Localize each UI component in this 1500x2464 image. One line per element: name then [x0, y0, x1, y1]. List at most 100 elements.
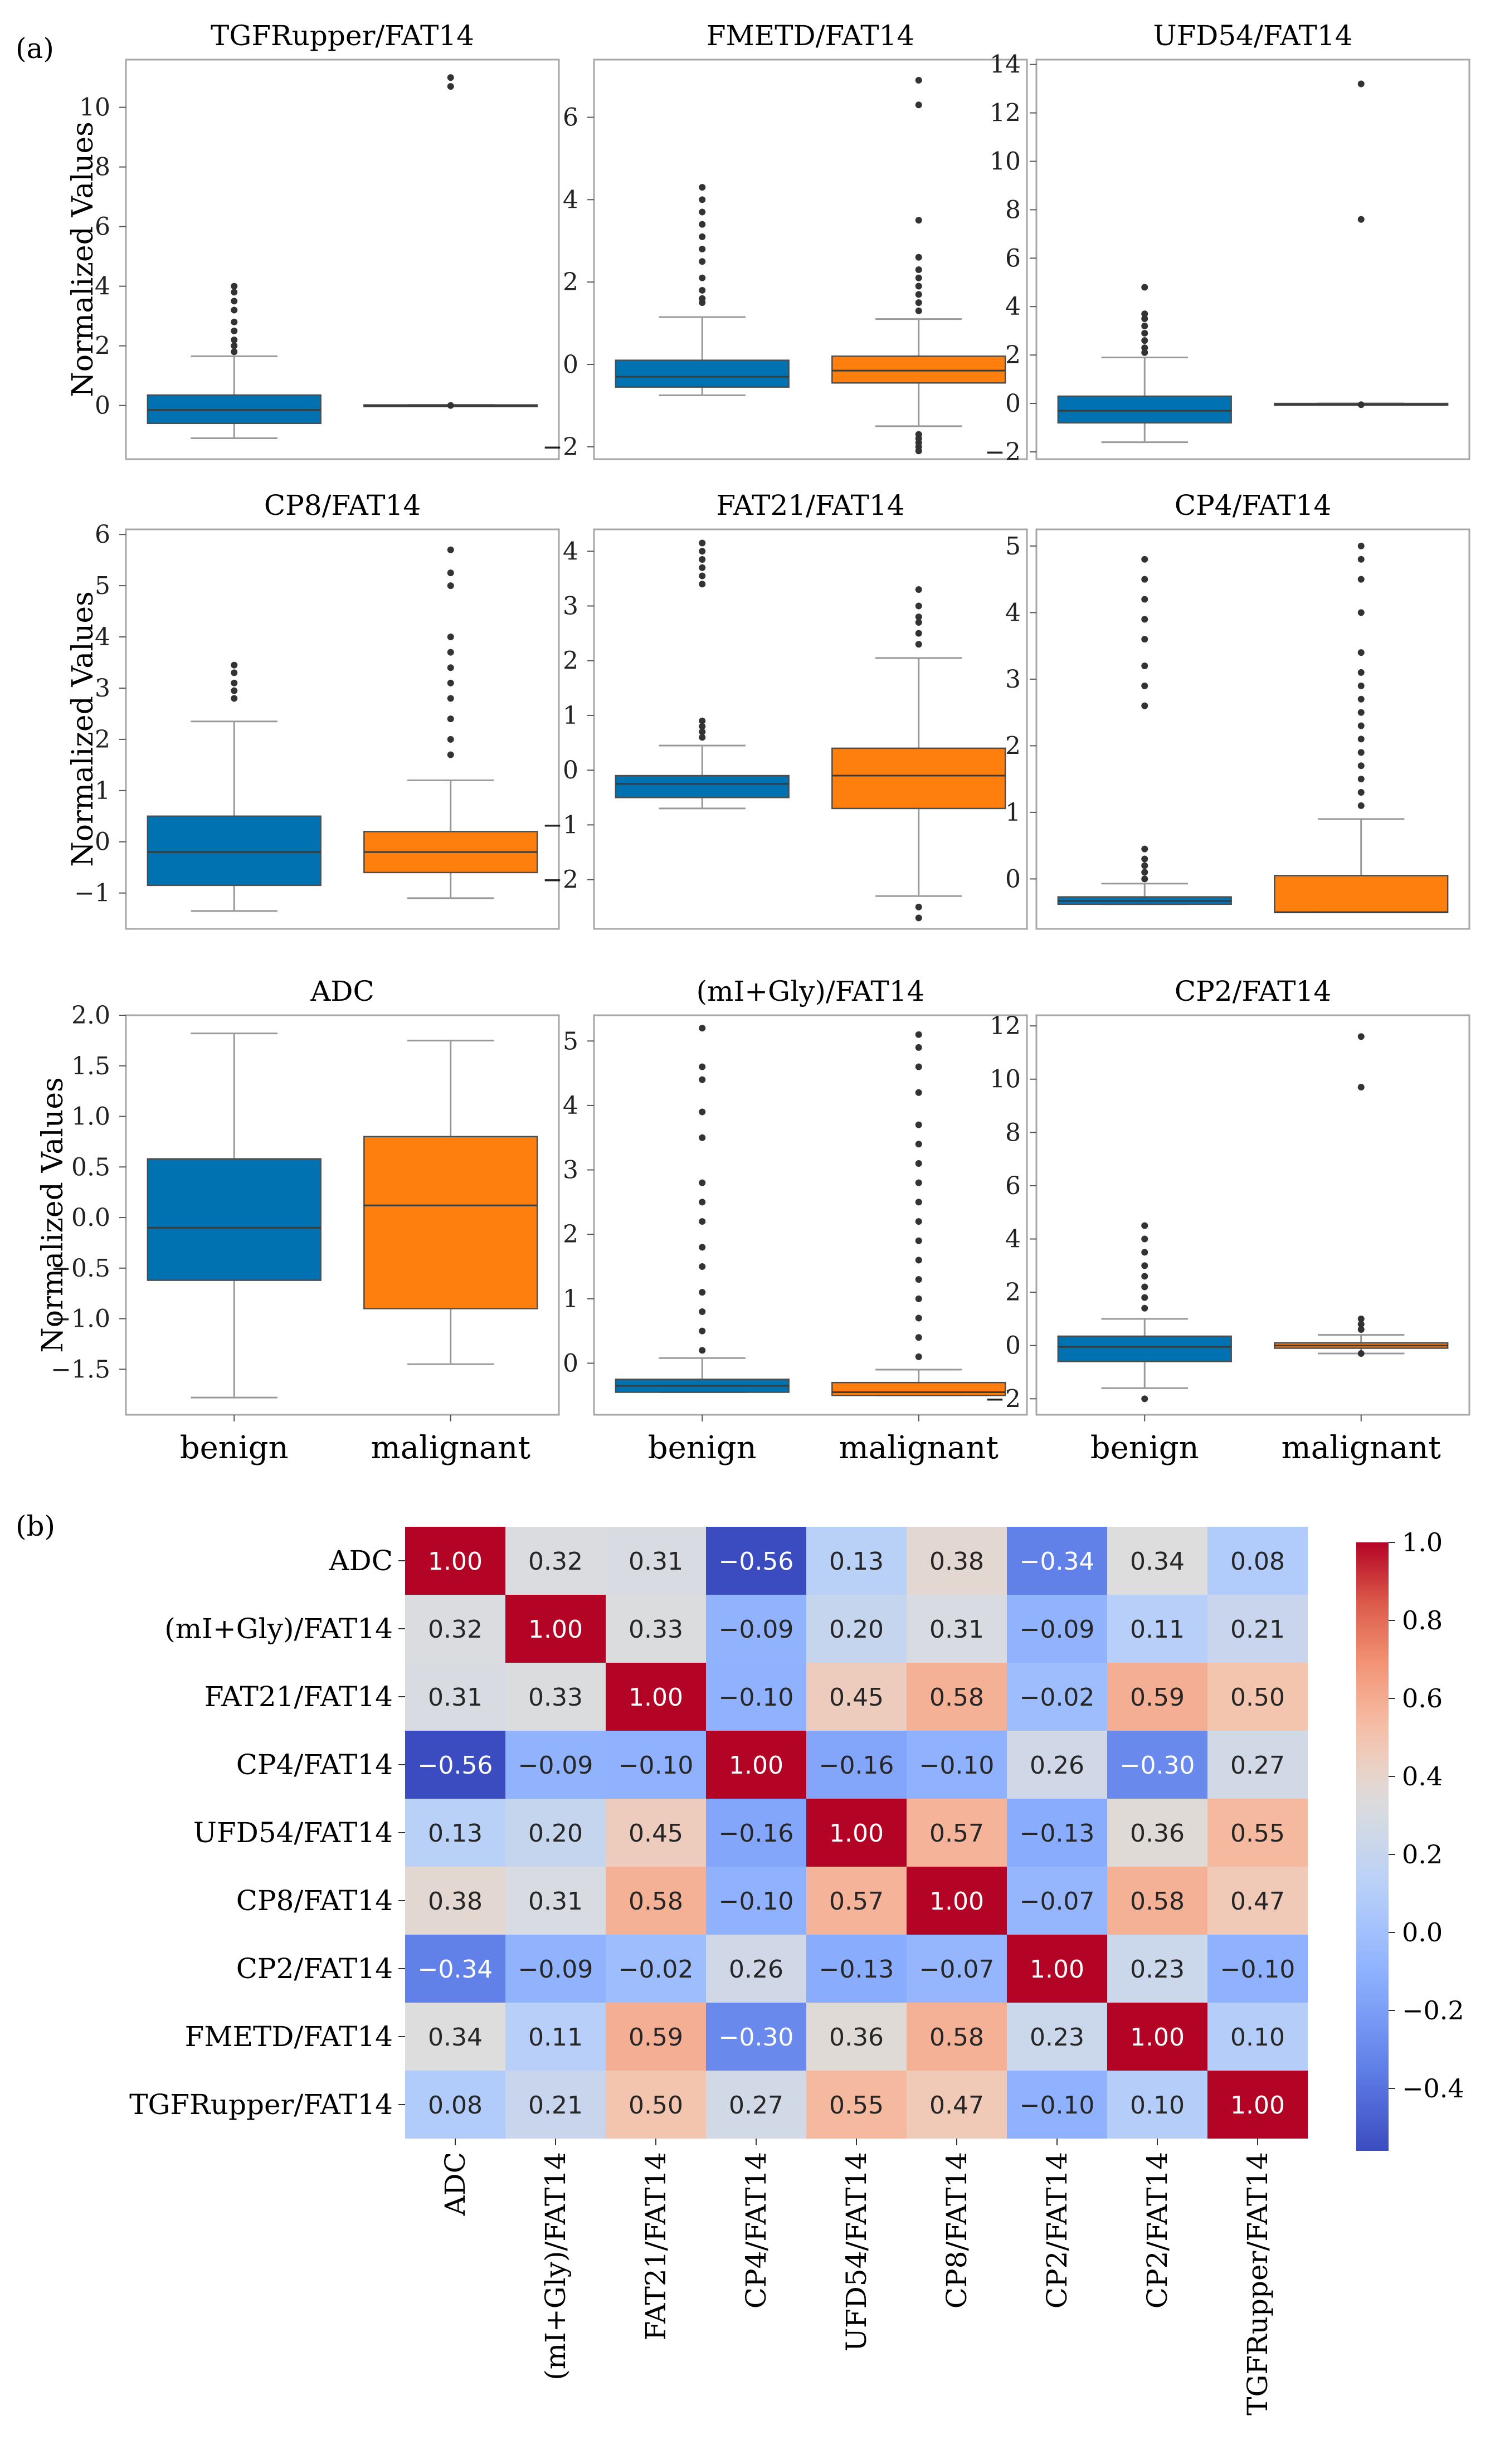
cell-value: 0.38	[929, 1547, 984, 1576]
cell-color	[405, 1867, 505, 1935]
cell-color	[405, 2003, 505, 2071]
cell-value: 0.55	[1230, 1819, 1285, 1848]
box-iqr	[1057, 395, 1232, 424]
outlier-point	[447, 751, 454, 758]
box-iqr	[831, 1381, 1006, 1396]
subplot-title: TGFRupper/FAT14	[211, 20, 474, 52]
cell-value: 0.08	[428, 2091, 483, 2120]
cell-value: −0.09	[518, 1751, 593, 1780]
cell-color	[505, 1731, 606, 1799]
outlier-point	[447, 695, 454, 702]
cell-color	[907, 2071, 1007, 2139]
cell-value: 0.31	[929, 1615, 984, 1644]
outlier-point	[699, 556, 706, 563]
x-tick-label: malignant	[1282, 1430, 1441, 1466]
outlier-point	[1357, 1084, 1365, 1091]
y-tick-label: 2	[1005, 341, 1021, 369]
heatmap-cell: 0.21	[505, 2071, 606, 2139]
outlier-point	[1357, 802, 1365, 809]
outlier-point	[915, 307, 922, 314]
outlier-point	[699, 1244, 706, 1251]
cell-value: −0.10	[919, 1751, 995, 1780]
y-tick-label: 5	[563, 1027, 578, 1055]
outlier-point	[699, 1179, 706, 1186]
outlier-point	[1141, 1249, 1148, 1256]
cell-value: 0.20	[528, 1819, 583, 1848]
y-tick-label: 2	[1005, 1278, 1021, 1307]
heatmap-cell: 0.20	[806, 1595, 907, 1663]
cell-color	[1007, 2003, 1107, 2071]
outlier-point	[915, 630, 922, 637]
heatmap-cell: 0.34	[405, 2003, 505, 2071]
y-tick-label: −1.5	[51, 1355, 110, 1384]
heatmap-cell: 0.23	[1107, 1935, 1207, 2003]
outlier-point	[1141, 556, 1148, 563]
box-malignant	[831, 1031, 1006, 1396]
cell-value: 0.23	[1030, 2023, 1084, 2052]
cell-color	[907, 1595, 1007, 1663]
outlier-point	[447, 679, 454, 686]
outlier-point	[231, 298, 238, 305]
x-tick-label: malignant	[371, 1430, 531, 1466]
cell-color	[706, 1935, 806, 2003]
outlier-point	[915, 1314, 922, 1322]
cell-value: 0.26	[1030, 1751, 1084, 1780]
row-label: UFD54/FAT14	[193, 1817, 393, 1849]
y-tick-label: −1	[74, 879, 110, 908]
cell-value: 0.36	[829, 2023, 884, 2052]
outlier-point	[699, 1308, 706, 1315]
cell-color	[806, 2003, 907, 2071]
cell-color	[706, 2003, 806, 2071]
outlier-point	[231, 336, 238, 343]
boxplot-panel-6: CP4/FAT14 0 1 2 3 4 5	[1005, 489, 1470, 930]
outlier-point	[915, 586, 922, 593]
heatmap-cell: 0.27	[706, 2071, 806, 2139]
heatmap-cell: −0.30	[1107, 1731, 1207, 1799]
heatmap-cell: 0.31	[505, 1867, 606, 1935]
heatmap-cell: −0.10	[706, 1663, 806, 1731]
cell-value: −0.02	[618, 1955, 694, 1984]
cell-color	[1007, 1595, 1107, 1663]
cell-color	[1007, 1867, 1107, 1935]
outlier-point	[1357, 1315, 1365, 1322]
outlier-point	[915, 613, 922, 621]
cell-color	[1107, 1663, 1207, 1731]
y-tick-label: 1	[563, 1285, 578, 1313]
plot-frame	[1035, 1014, 1470, 1416]
outlier-point	[231, 289, 238, 296]
cell-color	[505, 1527, 606, 1595]
cell-value: −0.10	[719, 1887, 794, 1916]
subplot-title: UFD54/FAT14	[1153, 20, 1352, 52]
plot-frame	[593, 528, 1028, 930]
y-tick-label: 3	[563, 1156, 578, 1185]
box-malignant	[363, 1039, 538, 1365]
heatmap-cell: 0.26	[1007, 1731, 1107, 1799]
cell-value: −0.07	[919, 1955, 995, 1984]
outlier-point	[231, 661, 238, 669]
outlier-point	[1141, 310, 1148, 318]
cell-value: −0.16	[719, 1819, 794, 1848]
y-tick-label: 8	[95, 153, 110, 182]
y-tick-label: −1	[542, 811, 578, 839]
y-tick-label: 1.0	[71, 1103, 110, 1131]
colorbar-tick-label: 1.0	[1402, 1527, 1443, 1557]
y-tick-label: 2	[563, 268, 578, 296]
y-axis-label: Normalized Values	[66, 591, 100, 867]
y-tick-label: 3	[1005, 665, 1021, 694]
cell-color	[606, 1867, 706, 1935]
row-label: ADC	[329, 1545, 393, 1577]
outlier-point	[447, 736, 454, 743]
cell-color	[606, 1799, 706, 1867]
outlier-point	[1357, 669, 1365, 676]
heatmap-cell: 0.58	[606, 1867, 706, 1935]
outlier-point	[699, 1199, 706, 1206]
y-tick-label: 1	[563, 702, 578, 730]
cell-value: 0.58	[929, 2023, 984, 2052]
cell-value: −0.09	[719, 1615, 794, 1644]
cell-color	[907, 1867, 1007, 1935]
outlier-point	[1357, 722, 1365, 729]
cell-color	[806, 2071, 907, 2139]
heatmap-cell: 0.50	[1207, 1663, 1308, 1731]
box-malignant	[1274, 542, 1449, 913]
